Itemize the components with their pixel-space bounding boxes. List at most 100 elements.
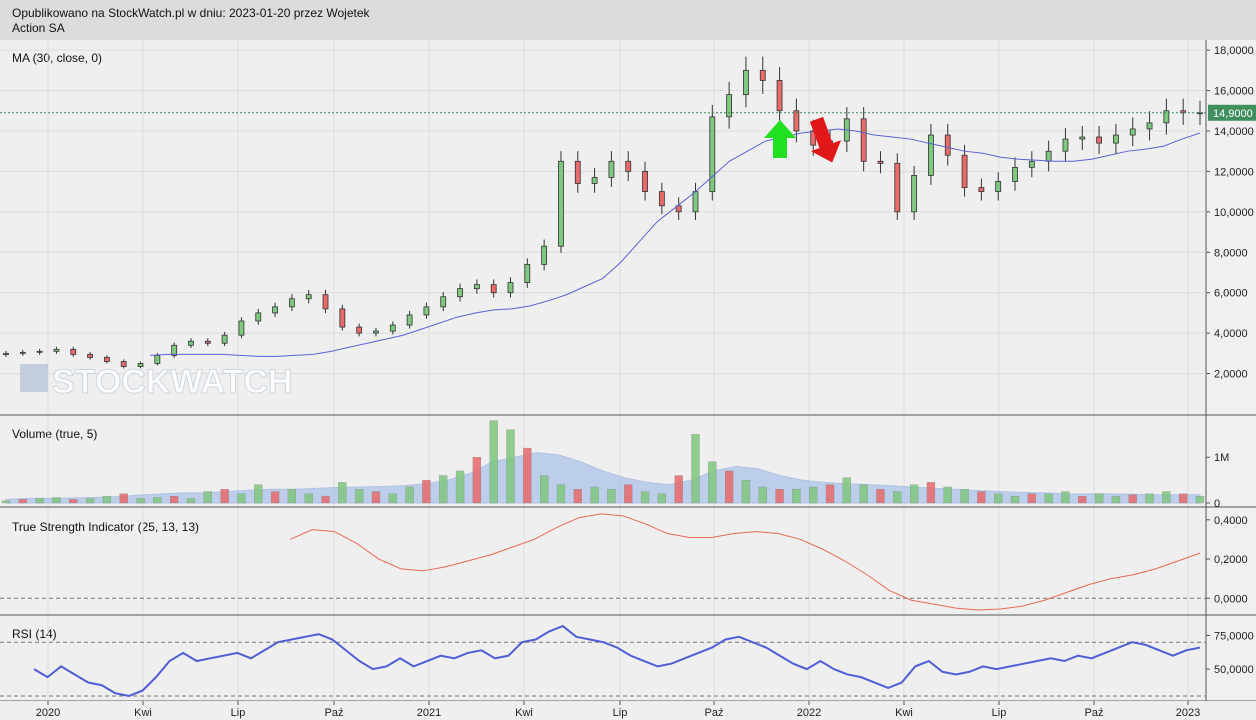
candle-body xyxy=(3,352,9,355)
price-candle xyxy=(255,308,262,325)
volume-bar xyxy=(18,499,27,504)
buy-arrow xyxy=(764,120,796,158)
price-candle xyxy=(171,342,178,358)
price-candle xyxy=(961,144,968,197)
rsi-tick-label: 50,0000 xyxy=(1214,664,1254,676)
price-candle xyxy=(944,123,951,166)
candle-body xyxy=(440,296,447,308)
rsi-panel-label: RSI (14) xyxy=(12,627,57,641)
watermark-icon xyxy=(20,364,48,392)
candle-body xyxy=(911,175,918,213)
price-candle xyxy=(204,338,211,347)
volume-bar xyxy=(405,486,414,504)
candle-body xyxy=(221,334,228,344)
volume-bar xyxy=(624,484,633,504)
volume-bar xyxy=(640,491,650,504)
volume-bar xyxy=(842,477,851,504)
volume-bar xyxy=(1078,495,1087,504)
volume-bar xyxy=(1195,495,1205,504)
price-tick-label: 8,0000 xyxy=(1214,247,1248,259)
volume-bar xyxy=(1111,495,1121,504)
volume-bar xyxy=(338,482,347,504)
x-axis-label: Lip xyxy=(613,707,628,719)
last-price-label: 14,9000 xyxy=(1213,108,1253,120)
x-axis-label: Kwi xyxy=(515,707,533,719)
x-axis-label: Lip xyxy=(992,707,1007,719)
volume-bar xyxy=(876,489,885,504)
volume-bar xyxy=(792,489,801,504)
volume-bar xyxy=(1027,493,1036,504)
volume-bar xyxy=(775,489,784,504)
candle-body xyxy=(53,348,60,352)
price-candle xyxy=(776,67,783,123)
watermark-logo: STOCKWATCH xyxy=(20,363,293,402)
volume-bar xyxy=(657,493,667,504)
candle-body xyxy=(877,160,884,164)
candle-body xyxy=(726,94,733,118)
price-candle xyxy=(1062,128,1069,162)
price-candle xyxy=(541,239,548,271)
price-candle xyxy=(608,151,615,187)
price-candle xyxy=(457,283,463,302)
volume-bar xyxy=(539,475,549,504)
price-candle xyxy=(1079,125,1086,151)
price-candle xyxy=(406,310,413,329)
price-candle xyxy=(305,289,312,304)
volume-bar xyxy=(758,486,767,504)
candle-body xyxy=(944,134,951,156)
price-tick-label: 12,0000 xyxy=(1214,166,1254,178)
candle-body xyxy=(19,351,26,354)
candle-body xyxy=(36,350,43,353)
x-axis-label: Paź xyxy=(1085,707,1104,719)
volume-bar xyxy=(926,482,936,504)
volume-bar xyxy=(994,493,1003,504)
publication-header: Opublikowano na StockWatch.pl w dniu: 20… xyxy=(0,0,1256,40)
price-candle xyxy=(288,294,295,312)
watermark-text: STOCKWATCH xyxy=(52,363,293,401)
volume-bar xyxy=(355,489,364,504)
volume-bar xyxy=(119,493,128,504)
volume-bar xyxy=(1,500,11,504)
candle-body xyxy=(305,294,312,300)
candle-body xyxy=(389,324,396,332)
candle-body xyxy=(1096,136,1102,144)
candle-body xyxy=(1062,138,1069,152)
candle-body xyxy=(1163,110,1170,124)
candle-body xyxy=(87,353,93,358)
x-axis-label: 2021 xyxy=(417,707,441,719)
price-candle xyxy=(574,151,581,193)
candle-body xyxy=(675,205,682,213)
volume-bar xyxy=(85,498,95,504)
candle-body xyxy=(104,356,110,362)
volume-bar xyxy=(455,470,465,504)
price-candle xyxy=(558,151,564,253)
volume-bar xyxy=(523,447,532,504)
volume-bar xyxy=(35,498,44,504)
volume-tick-label: 0 xyxy=(1214,498,1220,510)
price-candle xyxy=(120,359,127,369)
candle-body xyxy=(1146,122,1153,130)
candle-body xyxy=(1180,110,1187,114)
candle-body xyxy=(154,354,161,364)
rsi-panel: RSI (14) xyxy=(0,616,1206,700)
x-axis-label: Lip xyxy=(231,707,246,719)
volume-bar xyxy=(960,489,969,504)
volume-bar xyxy=(556,484,566,504)
x-axis-label: 2022 xyxy=(797,707,821,719)
candle-body xyxy=(406,314,413,326)
volume-bar xyxy=(287,489,297,504)
x-axis-label: 2023 xyxy=(1176,707,1200,719)
price-candle xyxy=(743,56,749,108)
tsi-tick-label: 0,4000 xyxy=(1214,515,1248,527)
x-axis-label: Paź xyxy=(705,707,724,719)
price-candle xyxy=(389,321,396,335)
volume-bar xyxy=(439,475,448,504)
candle-body xyxy=(709,116,716,193)
candle-body xyxy=(961,154,968,188)
candle-body xyxy=(238,320,245,336)
price-candle xyxy=(188,338,194,349)
volume-bar xyxy=(422,479,431,504)
candle-body xyxy=(810,130,817,146)
candle-body xyxy=(743,69,749,95)
